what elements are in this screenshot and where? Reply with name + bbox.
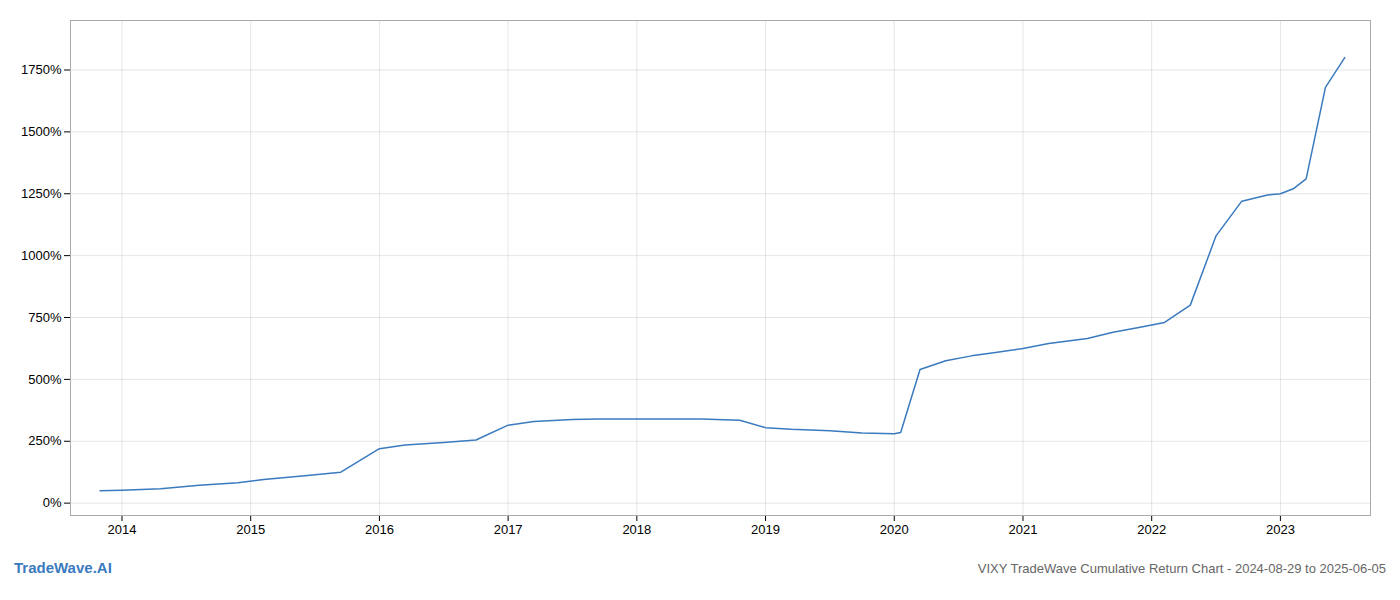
- svg-text:1000%: 1000%: [21, 248, 62, 263]
- svg-text:1750%: 1750%: [21, 62, 62, 77]
- svg-text:0%: 0%: [43, 495, 62, 510]
- svg-text:2022: 2022: [1137, 522, 1166, 537]
- svg-text:2017: 2017: [494, 522, 523, 537]
- svg-text:750%: 750%: [28, 310, 62, 325]
- svg-text:2020: 2020: [880, 522, 909, 537]
- svg-text:2018: 2018: [622, 522, 651, 537]
- svg-text:1500%: 1500%: [21, 124, 62, 139]
- svg-text:500%: 500%: [28, 372, 62, 387]
- html-text:TradeWave.AI: TradeWave.AI: [14, 559, 112, 576]
- svg-text:2014: 2014: [108, 522, 137, 537]
- svg-text:2016: 2016: [365, 522, 394, 537]
- svg-text:2019: 2019: [751, 522, 780, 537]
- svg-text:1250%: 1250%: [21, 186, 62, 201]
- html-text:VIXY TradeWave Cumulative Retu: VIXY TradeWave Cumulative Return Chart -…: [977, 561, 1386, 576]
- svg-text:2021: 2021: [1009, 522, 1038, 537]
- svg-text:250%: 250%: [28, 433, 62, 448]
- svg-text:2015: 2015: [236, 522, 265, 537]
- svg-text:2023: 2023: [1266, 522, 1295, 537]
